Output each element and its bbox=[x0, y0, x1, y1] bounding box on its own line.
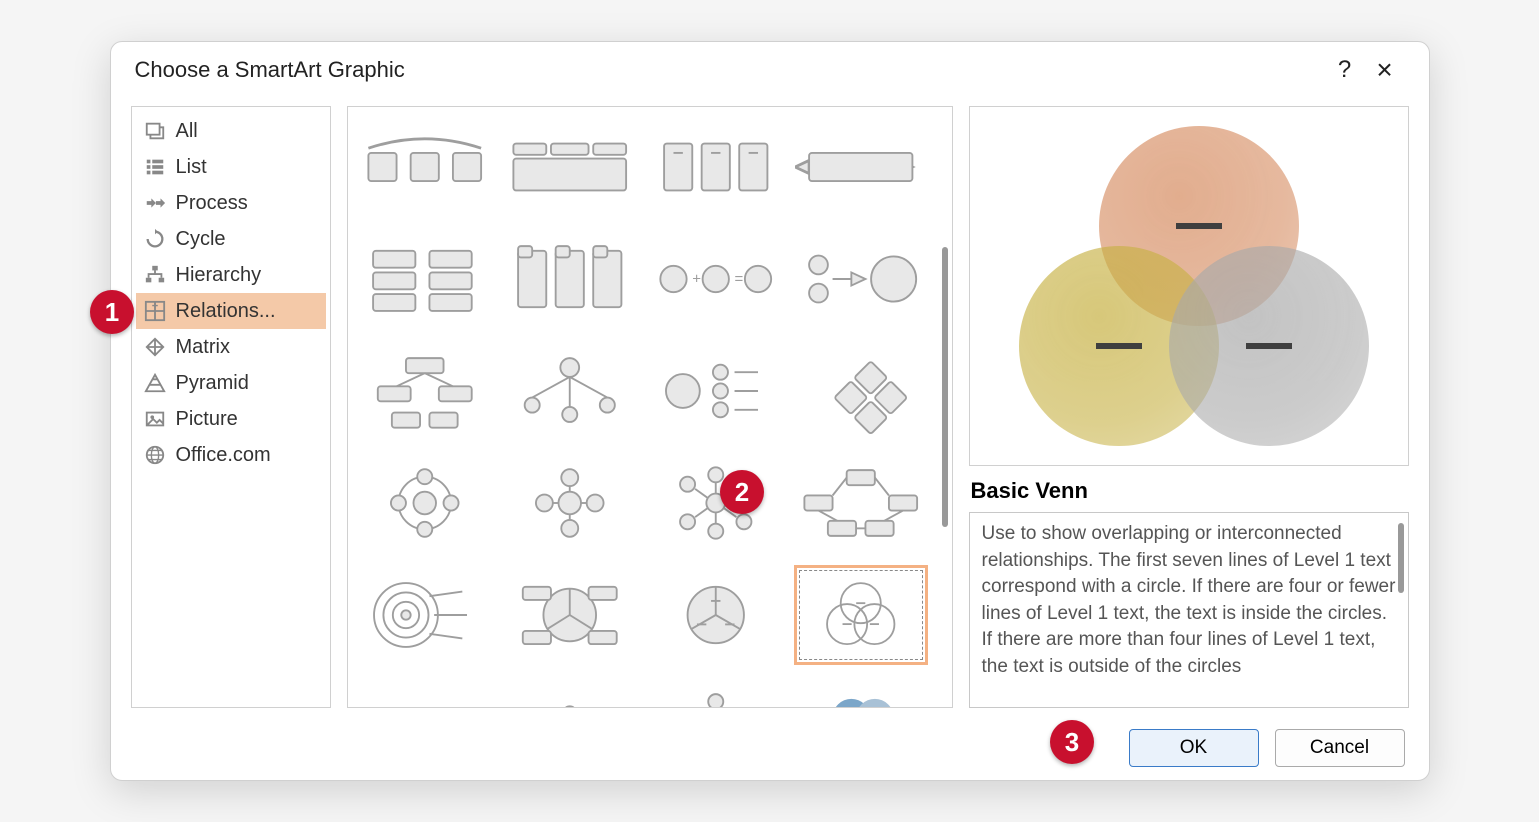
sidebar-item-pyramid[interactable]: Pyramid bbox=[136, 365, 326, 401]
globe-icon bbox=[144, 444, 166, 466]
sidebar-item-label: All bbox=[176, 120, 198, 143]
venn-circle-2 bbox=[1169, 246, 1369, 446]
layout-thumb-circle-arrow[interactable] bbox=[794, 229, 928, 329]
layout-thumb-colored-venn[interactable] bbox=[794, 677, 928, 708]
preview-description: Use to show overlapping or interconnecte… bbox=[969, 512, 1409, 708]
list-icon bbox=[144, 156, 166, 178]
layout-thumb-linear-circles[interactable] bbox=[358, 677, 492, 708]
close-button[interactable]: × bbox=[1365, 54, 1405, 86]
description-scrollbar[interactable] bbox=[1398, 523, 1404, 593]
sidebar-item-list[interactable]: List bbox=[136, 149, 326, 185]
layout-thumb-box-ring[interactable] bbox=[794, 453, 928, 553]
layout-thumb-diamond-cluster[interactable] bbox=[794, 341, 928, 441]
layout-thumb-stacked-boxes[interactable] bbox=[358, 229, 492, 329]
layout-thumb-equation[interactable]: += bbox=[649, 229, 783, 329]
sidebar-item-label: Relations... bbox=[176, 300, 276, 323]
preview-title: Basic Venn bbox=[969, 474, 1409, 504]
dialog-title: Choose a SmartArt Graphic bbox=[135, 57, 405, 83]
all-icon bbox=[144, 120, 166, 142]
category-sidebar: All List Process Cycle Hierarchy Relations...… bbox=[131, 106, 331, 708]
sidebar-item-label: Matrix bbox=[176, 336, 230, 359]
sidebar-item-all[interactable]: All bbox=[136, 113, 326, 149]
layout-thumb-segmented-process[interactable] bbox=[358, 117, 492, 217]
cancel-button[interactable]: Cancel bbox=[1275, 729, 1405, 767]
sidebar-item-matrix[interactable]: Matrix bbox=[136, 329, 326, 365]
titlebar: Choose a SmartArt Graphic ? × bbox=[111, 42, 1429, 98]
preview-description-text: Use to show overlapping or interconnecte… bbox=[982, 523, 1396, 677]
sidebar-item-label: Process bbox=[176, 192, 248, 215]
help-button[interactable]: ? bbox=[1325, 56, 1365, 84]
svg-text:=: = bbox=[734, 271, 743, 288]
ok-button[interactable]: OK bbox=[1129, 729, 1259, 767]
process-icon bbox=[144, 192, 166, 214]
layout-gallery: += bbox=[347, 106, 953, 708]
sidebar-item-relations[interactable]: Relations... bbox=[136, 293, 326, 329]
sidebar-item-officecom[interactable]: Office.com bbox=[136, 437, 326, 473]
sidebar-item-label: Cycle bbox=[176, 228, 226, 251]
sidebar-item-label: List bbox=[176, 156, 207, 179]
preview-panel: Basic Venn Use to show overlapping or in… bbox=[969, 106, 1409, 708]
smartart-dialog: Choose a SmartArt Graphic ? × All List Pro… bbox=[110, 41, 1430, 781]
layout-thumb-basic-venn[interactable] bbox=[794, 565, 928, 665]
layout-thumb-node-tree[interactable] bbox=[503, 341, 637, 441]
layout-thumb-tab-list[interactable] bbox=[503, 117, 637, 217]
layout-thumb-pie-simple[interactable] bbox=[649, 565, 783, 665]
layout-thumb-plus-nodes[interactable] bbox=[503, 453, 637, 553]
sidebar-item-picture[interactable]: Picture bbox=[136, 401, 326, 437]
relations-icon bbox=[144, 300, 166, 322]
step-callout-2: 2 bbox=[720, 470, 764, 514]
layout-thumb-tabbed-columns[interactable] bbox=[503, 229, 637, 329]
sidebar-item-label: Picture bbox=[176, 408, 238, 431]
layout-thumb-pie-labels[interactable] bbox=[503, 565, 637, 665]
layout-thumb-funnel-boxes[interactable] bbox=[358, 341, 492, 441]
dialog-footer: OK Cancel bbox=[111, 716, 1429, 780]
layout-thumb-orbit[interactable] bbox=[649, 677, 783, 708]
sidebar-item-label: Office.com bbox=[176, 444, 271, 467]
cycle-icon bbox=[144, 228, 166, 250]
venn-dash-icon bbox=[1176, 223, 1222, 229]
layout-thumb-grouped-list[interactable] bbox=[649, 117, 783, 217]
sidebar-item-cycle[interactable]: Cycle bbox=[136, 221, 326, 257]
sidebar-item-label: Pyramid bbox=[176, 372, 249, 395]
layout-thumb-ring-nodes[interactable] bbox=[358, 453, 492, 553]
sidebar-item-label: Hierarchy bbox=[176, 264, 262, 287]
sidebar-item-process[interactable]: Process bbox=[136, 185, 326, 221]
gallery-scrollbar[interactable] bbox=[942, 247, 948, 527]
matrix-icon bbox=[144, 336, 166, 358]
preview-image bbox=[969, 106, 1409, 466]
step-callout-3: 3 bbox=[1050, 720, 1094, 764]
layout-thumb-target[interactable] bbox=[358, 565, 492, 665]
hierarchy-icon bbox=[144, 264, 166, 286]
svg-text:+: + bbox=[692, 271, 701, 288]
venn-dash-icon bbox=[1246, 343, 1292, 349]
picture-icon bbox=[144, 408, 166, 430]
layout-thumb-stacked-circles[interactable] bbox=[503, 677, 637, 708]
sidebar-item-hierarchy[interactable]: Hierarchy bbox=[136, 257, 326, 293]
venn-dash-icon bbox=[1096, 343, 1142, 349]
layout-thumb-arrow-span[interactable] bbox=[794, 117, 928, 217]
step-callout-1: 1 bbox=[90, 290, 134, 334]
layout-thumb-hub-spoke[interactable] bbox=[649, 453, 783, 553]
layout-thumb-radial-list[interactable] bbox=[649, 341, 783, 441]
pyramid-icon bbox=[144, 372, 166, 394]
